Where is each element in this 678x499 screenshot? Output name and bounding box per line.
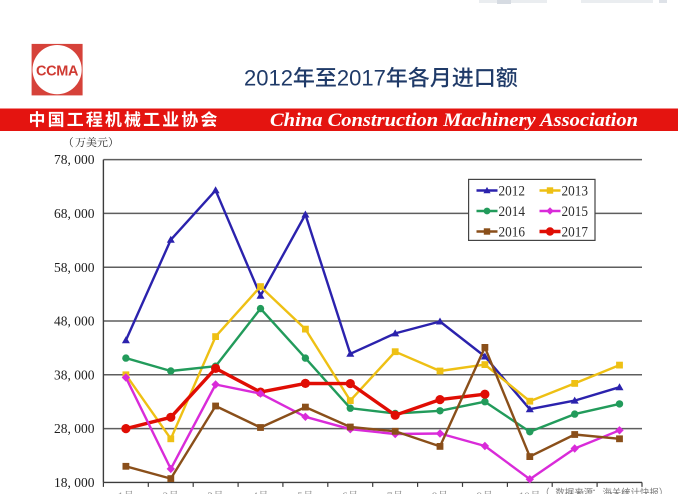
svg-text:7: 7 bbox=[387, 491, 393, 495]
svg-text:2017: 2017 bbox=[337, 66, 386, 91]
svg-text:2012: 2012 bbox=[244, 66, 293, 91]
svg-text:CCMA: CCMA bbox=[36, 64, 79, 80]
svg-text:6: 6 bbox=[342, 491, 348, 495]
svg-text:2013: 2013 bbox=[562, 183, 589, 199]
svg-text:8: 8 bbox=[432, 491, 438, 495]
svg-text:5: 5 bbox=[297, 491, 303, 495]
svg-text:2: 2 bbox=[163, 491, 169, 495]
svg-text:4: 4 bbox=[252, 491, 258, 495]
svg-text:68, 000: 68, 000 bbox=[54, 206, 95, 221]
svg-text:2017: 2017 bbox=[562, 224, 589, 240]
svg-text:58, 000: 58, 000 bbox=[54, 260, 95, 275]
svg-text:78, 000: 78, 000 bbox=[54, 152, 95, 167]
svg-text:2012: 2012 bbox=[499, 183, 526, 199]
svg-text:38, 000: 38, 000 bbox=[54, 367, 95, 382]
svg-text:2014: 2014 bbox=[499, 204, 526, 220]
svg-text:3: 3 bbox=[207, 491, 213, 495]
svg-text:9: 9 bbox=[477, 491, 483, 495]
svg-text:48, 000: 48, 000 bbox=[54, 314, 95, 329]
svg-text:China Construction Machinery A: China Construction Machinery Association bbox=[270, 111, 638, 131]
svg-text:10: 10 bbox=[519, 491, 531, 495]
svg-text:2016: 2016 bbox=[499, 224, 526, 240]
svg-text:18, 000: 18, 000 bbox=[54, 475, 95, 490]
svg-text:28, 000: 28, 000 bbox=[54, 421, 95, 436]
svg-text:2015: 2015 bbox=[562, 204, 589, 220]
svg-text:1: 1 bbox=[118, 491, 124, 495]
